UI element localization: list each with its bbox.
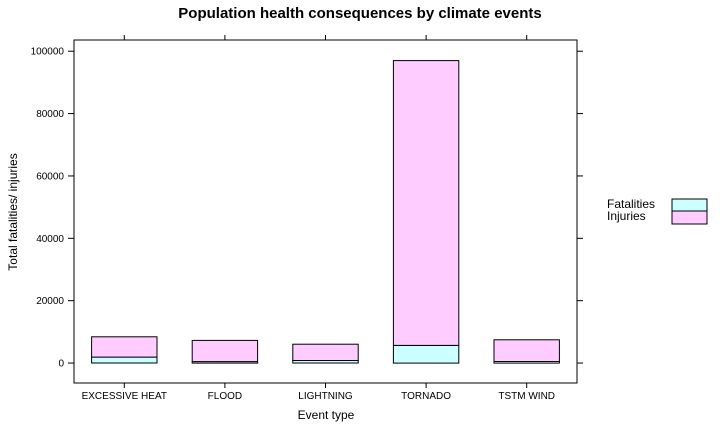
legend-label-fatalities: Fatalities	[607, 197, 655, 211]
y-tick-label-0: 0	[58, 359, 64, 370]
bar-injuries-3	[392, 60, 460, 346]
y-tick-label-3: 60000	[36, 171, 64, 182]
y-axis: 0 20000 40000 60000 80000 100000	[31, 47, 583, 370]
bar-injuries-0	[91, 336, 158, 358]
bar-fatalities-3	[392, 345, 460, 364]
legend-label-injuries: Injuries	[607, 209, 646, 223]
x-tick-label-1: FLOOD	[208, 391, 242, 402]
x-tick-label-2: LIGHTNING	[298, 391, 353, 402]
y-tick-label-5: 100000	[31, 47, 65, 58]
x-tick-label-3: TORNADO	[401, 391, 451, 402]
legend-swatch-fatalities	[671, 198, 708, 213]
bar-fatalities-0	[91, 356, 158, 364]
y-axis-label: Total fatalities/ injuries	[6, 153, 20, 270]
bar-injuries-4	[493, 339, 560, 362]
y-tick-label-1: 20000	[36, 296, 64, 307]
y-tick-label-2: 40000	[36, 234, 64, 245]
x-axis-label: Event type	[298, 408, 355, 422]
plot-frame	[73, 39, 578, 384]
y-tick-label-4: 80000	[36, 109, 64, 120]
x-tick-label-0: EXCESSIVE HEAT	[82, 391, 167, 402]
legend-swatch-injuries	[671, 210, 708, 225]
x-axis: EXCESSIVE HEAT FLOOD LIGHTNING TORNADO TSTM …	[82, 35, 555, 402]
bar-injuries-1	[191, 339, 259, 363]
bar-injuries-2	[292, 343, 359, 362]
bars-group	[91, 60, 560, 364]
chart-title: Population health consequences by climat…	[178, 5, 541, 22]
x-tick-label-4: TSTM WIND	[498, 391, 555, 402]
